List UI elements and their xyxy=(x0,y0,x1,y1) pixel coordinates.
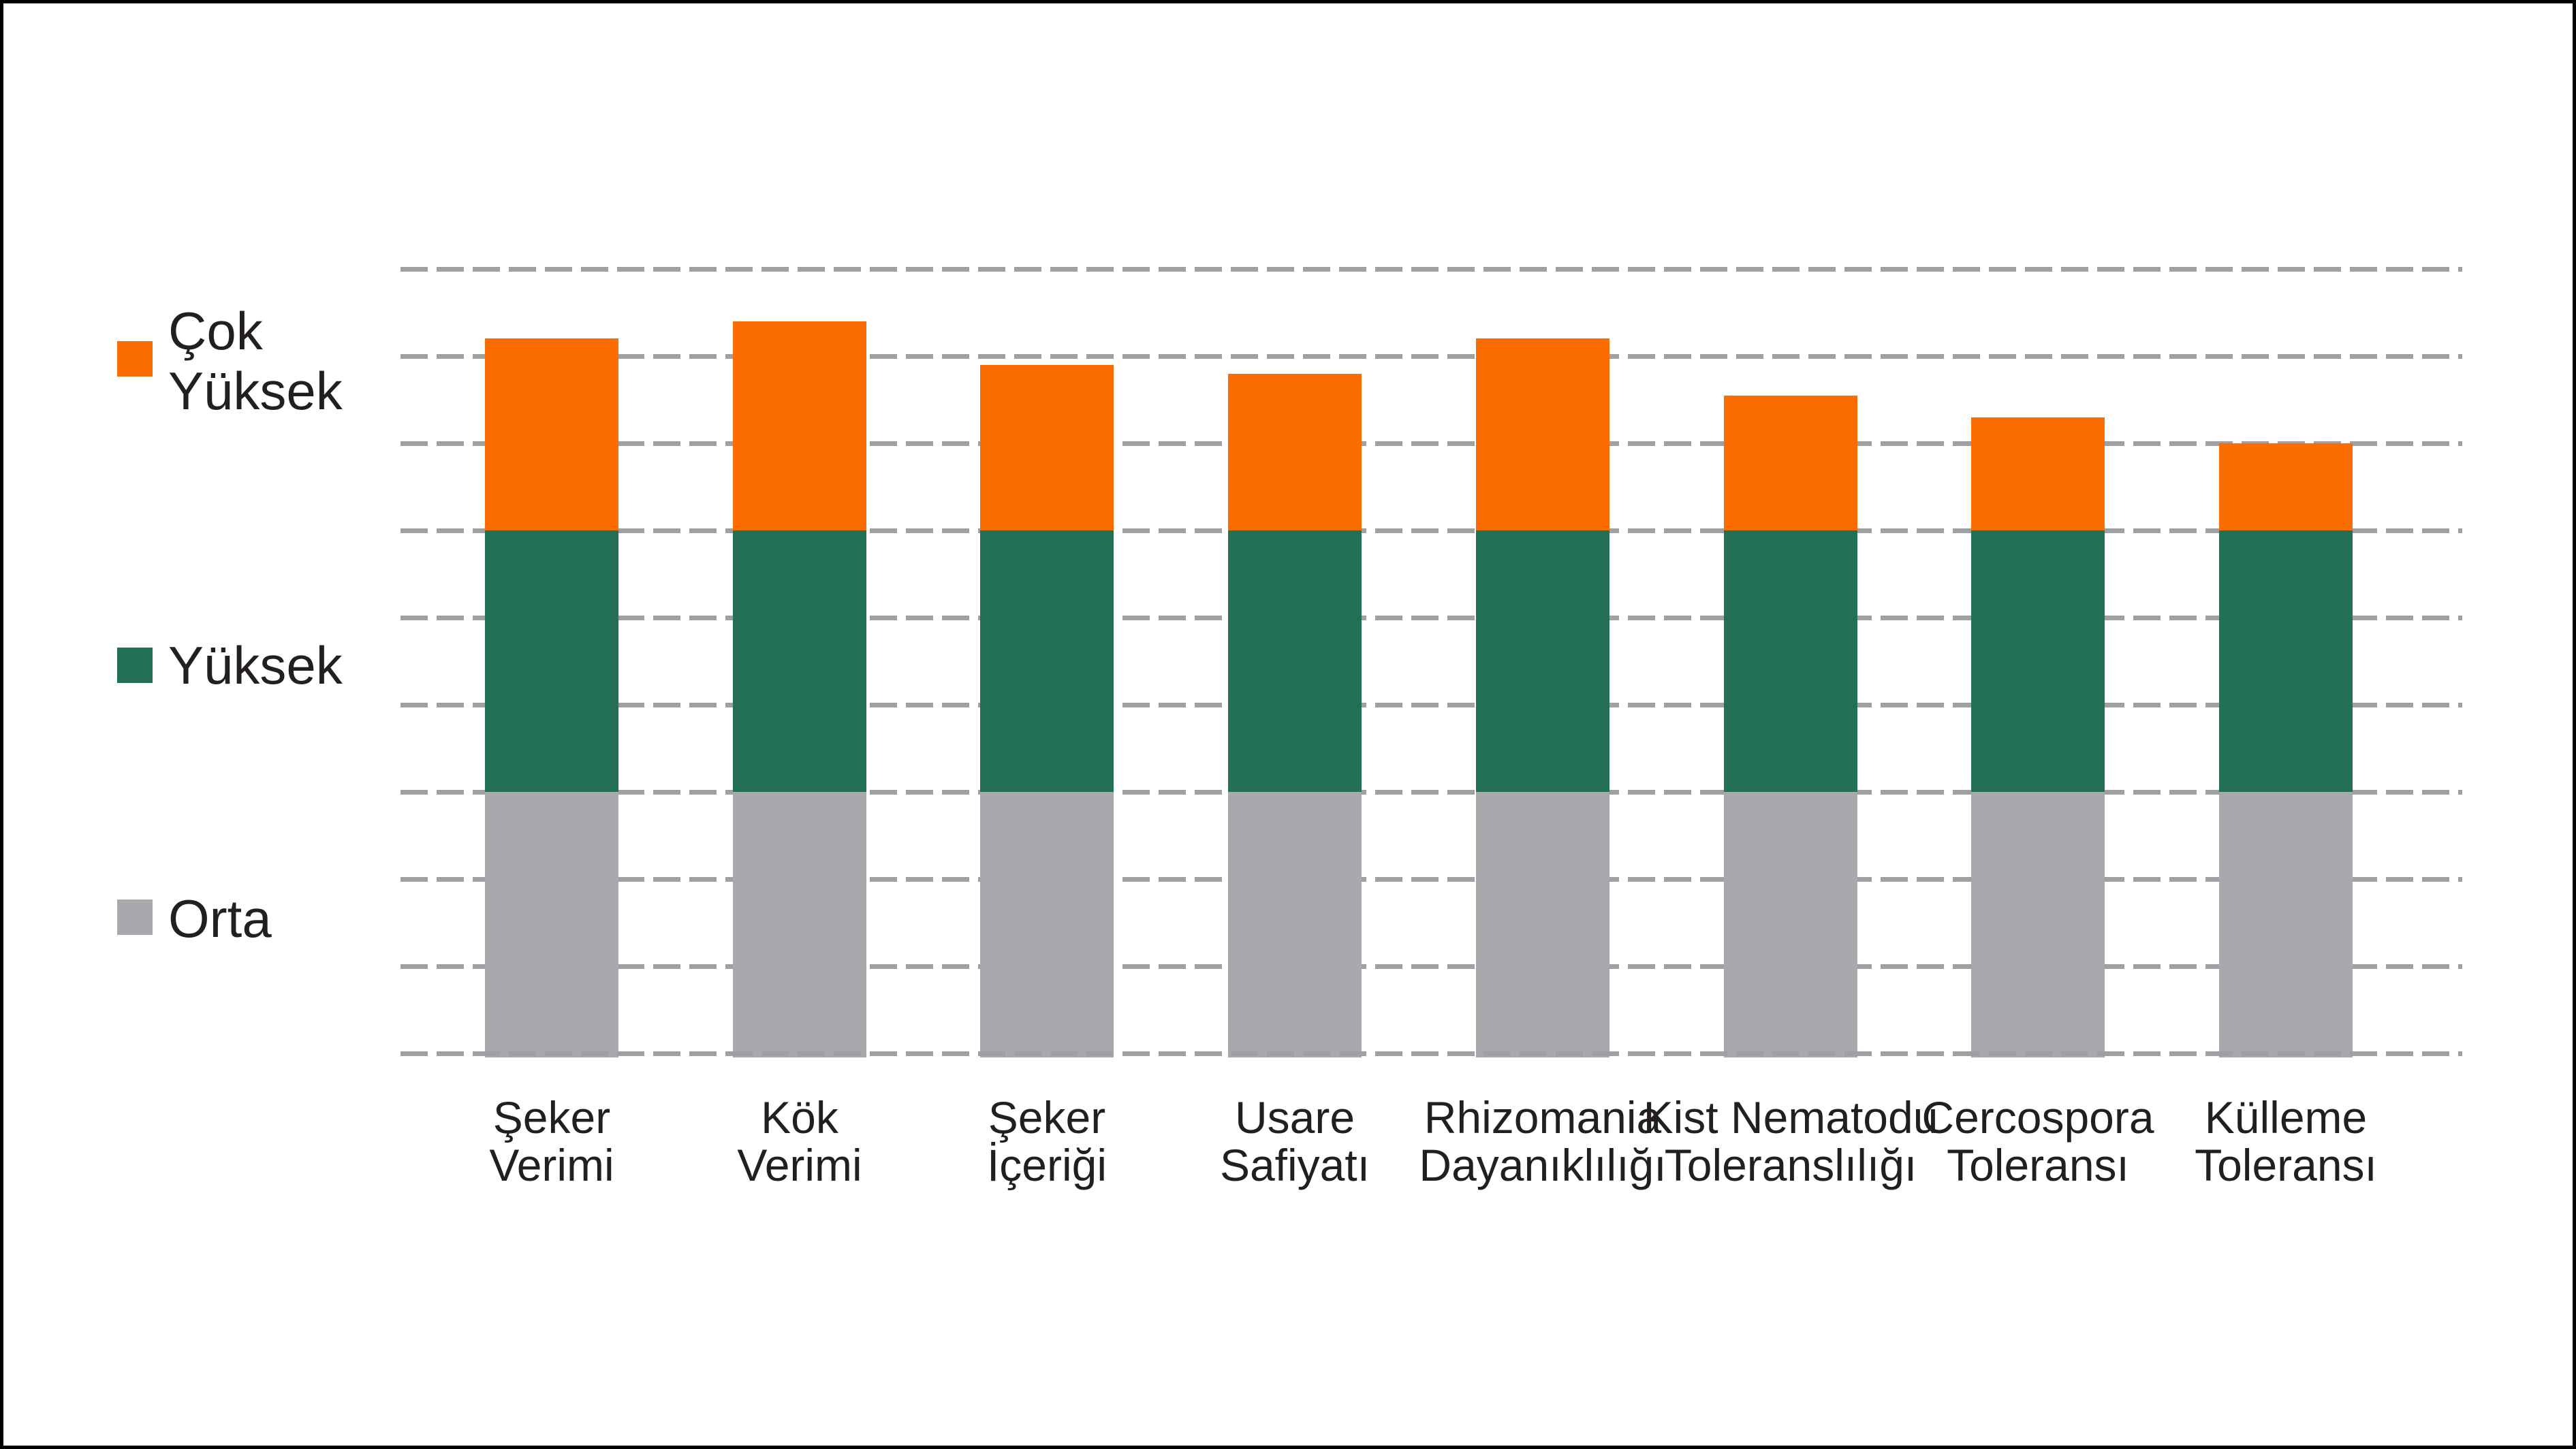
gridline xyxy=(400,528,2462,533)
bar-segment-6-yüksek xyxy=(1724,530,1857,792)
category-label-7: Cercospora Toleransı xyxy=(1861,1094,2215,1189)
legend-label-line: Çok xyxy=(168,301,263,361)
bar-segment-8-yüksek xyxy=(2219,530,2353,792)
category-label-4: Usare Safiyatı xyxy=(1118,1094,1472,1189)
bar-segment-5-çok-yüksek xyxy=(1476,338,1609,530)
legend-label-orta: Orta xyxy=(168,889,272,949)
category-label-6: Kist Nematodu Toleranslılığı xyxy=(1614,1094,1968,1189)
bar-segment-6-orta xyxy=(1724,792,1857,1057)
category-label-line: Toleransı xyxy=(1947,1140,2129,1190)
category-label-line: Usare xyxy=(1234,1092,1355,1143)
bar-segment-3-çok-yüksek xyxy=(980,365,1114,530)
bar-segment-8-orta xyxy=(2219,792,2353,1057)
bar-segment-7-orta xyxy=(1971,792,2105,1057)
gridline-baseline xyxy=(400,1051,2462,1056)
legend-label-line: Orta xyxy=(168,889,272,949)
category-label-line: Verimi xyxy=(489,1140,614,1190)
category-label-3: Şeker İçeriği xyxy=(870,1094,1224,1189)
category-label-line: Külleme xyxy=(2204,1092,2368,1143)
legend-label-yuksek: Yüksek xyxy=(168,635,343,695)
bar-segment-5-orta xyxy=(1476,792,1609,1057)
category-label-line: İçeriği xyxy=(986,1140,1108,1190)
gridline xyxy=(400,267,2462,272)
bar-segment-4-yüksek xyxy=(1228,530,1362,792)
category-label-line: Şeker xyxy=(492,1092,611,1143)
category-label-line: Dayanıklılığı xyxy=(1419,1140,1667,1190)
bar-segment-7-çok-yüksek xyxy=(1971,417,2105,530)
legend-swatch-orta xyxy=(117,899,153,935)
bar-segment-1-orta xyxy=(485,792,618,1057)
category-label-line: Toleransı xyxy=(2195,1140,2377,1190)
bar-segment-5-yüksek xyxy=(1476,530,1609,792)
bar-segment-1-çok-yüksek xyxy=(485,338,618,530)
bar-segment-4-çok-yüksek xyxy=(1228,374,1362,530)
category-label-line: Rhizomania xyxy=(1424,1092,1662,1143)
category-label-1: Şeker Verimi xyxy=(375,1094,729,1189)
bar-segment-1-yüksek xyxy=(485,530,618,792)
gridline xyxy=(400,354,2462,359)
bar-segment-2-orta xyxy=(733,792,866,1057)
gridline xyxy=(400,616,2462,620)
bar-segment-8-çok-yüksek xyxy=(2219,443,2353,530)
category-label-line: Kök xyxy=(761,1092,838,1143)
category-label-line: Toleranslılığı xyxy=(1664,1140,1917,1190)
category-label-2: Kök Verimi xyxy=(623,1094,977,1189)
gridline xyxy=(400,703,2462,707)
gridline xyxy=(400,441,2462,446)
bar-segment-2-yüksek xyxy=(733,530,866,792)
category-label-line: Kist Nematodu xyxy=(1643,1092,1938,1143)
bar-segment-6-çok-yüksek xyxy=(1724,396,1857,530)
category-label-line: Şeker xyxy=(988,1092,1106,1143)
legend-swatch-yuksek xyxy=(117,648,153,683)
bar-segment-3-orta xyxy=(980,792,1114,1057)
category-label-line: Verimi xyxy=(737,1140,862,1190)
category-label-line: Safiyatı xyxy=(1219,1140,1370,1190)
bar-segment-7-yüksek xyxy=(1971,530,2105,792)
legend-label-cok-yuksek: Çok Yüksek xyxy=(168,301,343,421)
gridline xyxy=(400,964,2462,969)
bar-segment-3-yüksek xyxy=(980,530,1114,792)
legend-label-line: Yüksek xyxy=(168,361,343,421)
bar-segment-4-orta xyxy=(1228,792,1362,1057)
gridline xyxy=(400,877,2462,882)
category-label-8: Külleme Toleransı xyxy=(2109,1094,2463,1189)
legend-label-line: Yüksek xyxy=(168,635,343,695)
gridline xyxy=(400,790,2462,795)
bar-segment-2-çok-yüksek xyxy=(733,321,866,530)
category-label-line: Cercospora xyxy=(1921,1092,2154,1143)
legend-swatch-cok-yuksek xyxy=(117,341,153,377)
category-label-5: Rhizomania Dayanıklılığı xyxy=(1366,1094,1720,1189)
